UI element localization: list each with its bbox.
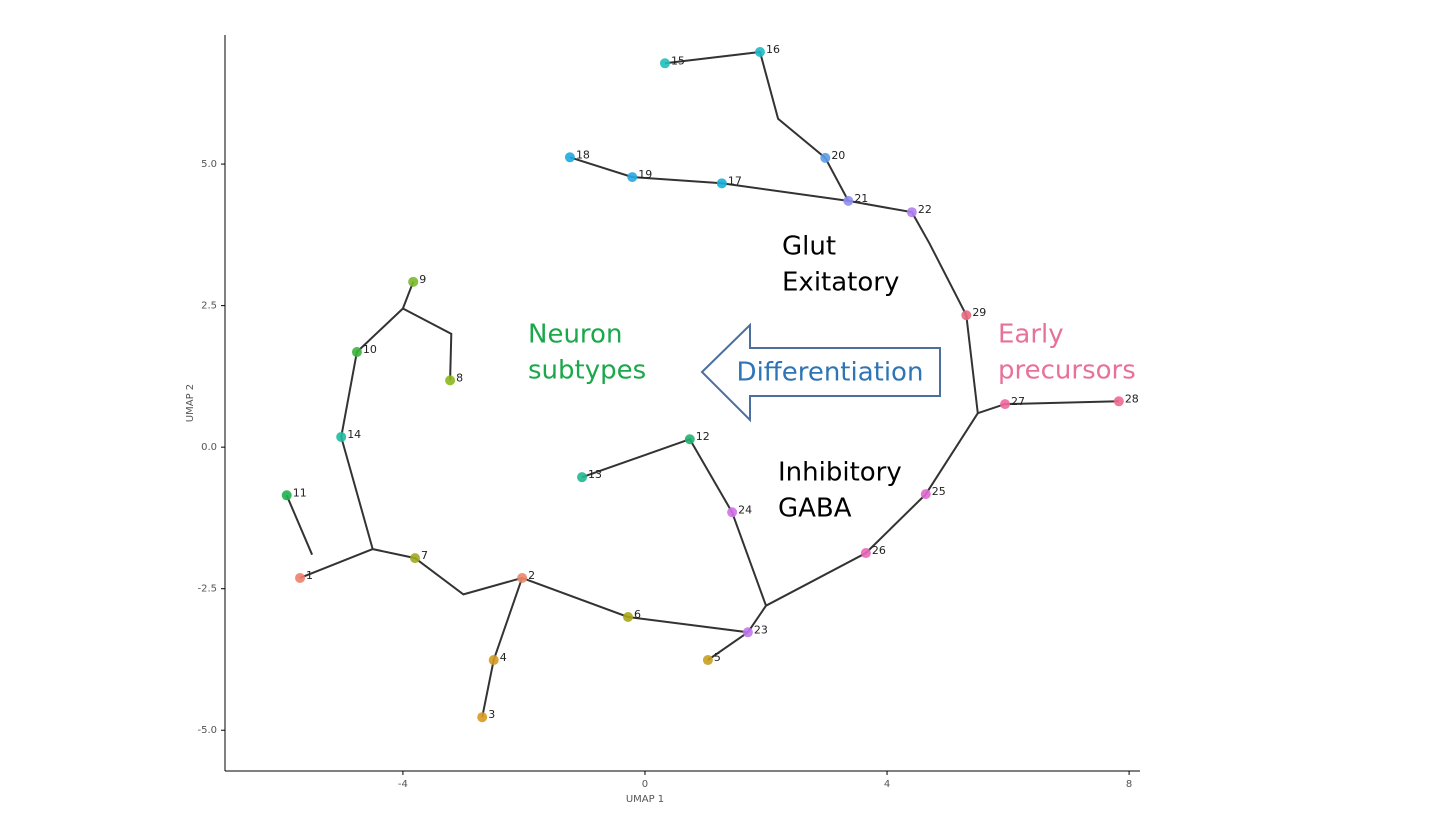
node-point [1000,399,1011,410]
node-point [659,58,670,69]
node-point [860,548,871,559]
annotation: Neuron [528,320,622,350]
y-axis-title: UMAP 2 [185,384,196,422]
annotation: subtypes [528,356,646,386]
node-point [684,434,695,445]
node-point [1113,396,1124,407]
node-label: 29 [972,306,986,319]
annotation: Differentiation [737,358,924,388]
node-label: 26 [872,544,886,557]
node-point [742,627,753,638]
node-point [627,172,638,183]
node-point [716,178,727,189]
annotation: Early [998,320,1064,350]
node-label: 27 [1011,395,1025,408]
node-point [623,612,634,623]
annotation: GABA [778,494,852,524]
x-tick-label: 4 [884,779,890,790]
node-point [445,375,456,386]
node-label: 11 [293,486,307,499]
node-label: 22 [918,203,932,216]
node-point [820,152,831,163]
node-label: 20 [831,149,845,162]
y-tick-label: 0.0 [201,442,217,453]
node-label: 7 [421,549,428,562]
y-tick-label: -2.5 [197,584,217,595]
node-point [336,431,347,442]
node-label: 2 [528,569,535,582]
node-point [961,310,972,321]
arrow [700,322,941,423]
node-point [488,655,499,666]
node-point [281,490,292,501]
node-point [577,472,588,483]
trajectory [285,50,1119,718]
node-label: 17 [728,174,742,187]
node-label: 21 [854,192,868,205]
node-label: 18 [576,148,590,161]
annotation: Inhibitory [778,458,902,488]
node-label: 5 [714,651,721,664]
node-point [351,347,362,358]
node-label: 9 [419,273,426,286]
x-tick-label: -4 [398,779,408,790]
node-label: 1 [306,569,313,582]
annotation: precursors [998,356,1136,386]
node-label: 12 [696,430,710,443]
annotation: Glut [782,232,836,262]
node-label: 25 [932,485,946,498]
node-point [517,572,528,583]
node-label: 15 [671,54,685,67]
node-label: 4 [500,651,507,664]
node-label: 14 [347,428,361,441]
y-tick-label: -5.0 [197,725,217,736]
node-label: 10 [363,343,377,356]
node-point [564,152,575,163]
node-label: 24 [738,503,752,516]
node-label: 8 [456,371,463,384]
node-label: 16 [766,43,780,56]
node-label: 13 [588,468,602,481]
node-label: 19 [638,168,652,181]
node-point [920,489,931,500]
node-point [727,507,738,518]
node-label: 28 [1125,392,1139,405]
annotation: Exitatory [782,268,899,298]
node-point [754,46,765,57]
node-point [702,655,713,666]
node-point [477,712,488,723]
node-point [410,553,421,564]
x-axis-title: UMAP 1 [626,794,664,805]
node-label: 23 [754,623,768,636]
node-point [295,572,306,583]
x-tick-label: 0 [642,779,648,790]
node-point [408,276,419,287]
node-point [843,195,854,206]
y-tick-label: 5.0 [201,159,217,170]
node-label: 3 [488,708,495,721]
y-tick-label: 2.5 [201,301,217,312]
node-label: 6 [634,608,641,621]
x-tick-label: 8 [1126,779,1132,790]
node-point [906,207,917,218]
